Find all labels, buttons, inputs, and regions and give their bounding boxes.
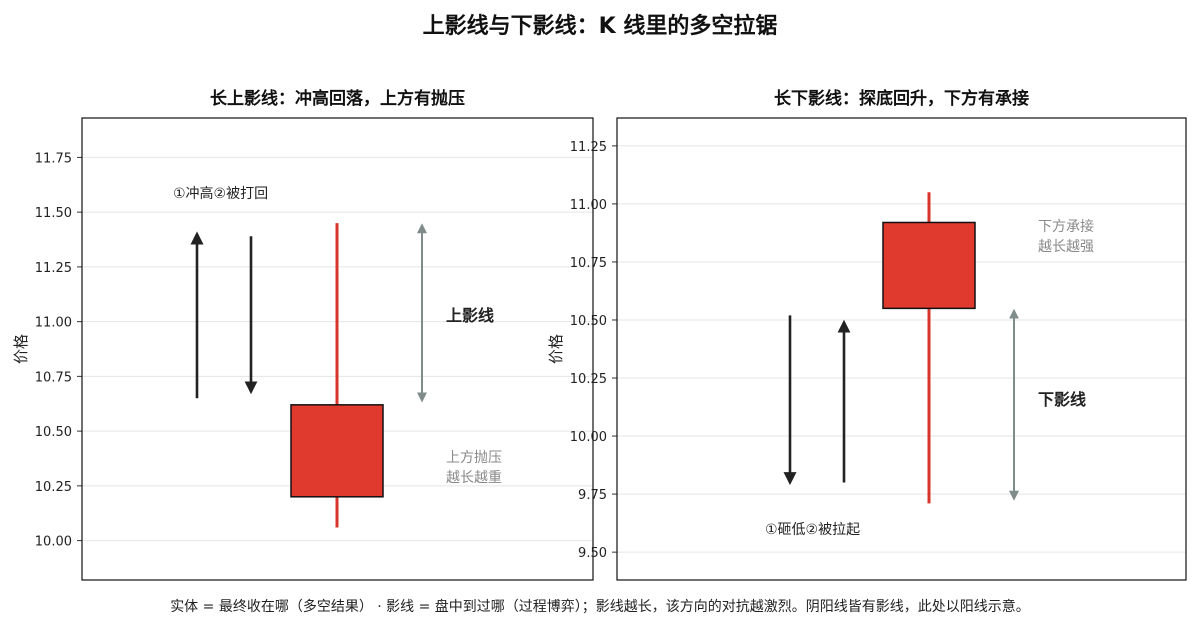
annotation-note: 越长越重	[446, 470, 502, 486]
annotation-note: 上方抛压	[446, 450, 502, 466]
chart-panel-1: 10.00 10.25 10.50 10.75 11.00 11.25 11.50 11.75…	[12, 88, 594, 581]
y-tick-label: 11.25	[35, 261, 72, 276]
y-tick-label: 10.75	[35, 370, 72, 385]
annotation-step: ①砸低②被拉起	[765, 522, 860, 538]
candle-body	[290, 404, 384, 498]
annotation-label: 上影线	[446, 306, 494, 325]
annotation-label: 下影线	[1038, 390, 1086, 409]
y-axis-label: 价格	[12, 334, 30, 364]
y-tick-label: 10.50	[570, 314, 607, 329]
y-tick-label: 11.00	[570, 198, 607, 213]
y-axis-label: 价格	[547, 334, 565, 364]
annotation-note: 越长越强	[1038, 239, 1094, 255]
y-tick-label: 10.25	[35, 480, 72, 495]
plot-frame	[81, 117, 594, 581]
y-tick-label: 10.50	[35, 425, 72, 440]
y-tick-label: 9.75	[578, 488, 607, 503]
y-tick-label: 11.50	[35, 206, 72, 221]
y-tick-label: 10.25	[570, 372, 607, 387]
annotation-step: ①冲高②被打回	[173, 185, 268, 202]
y-tick-label: 11.25	[570, 140, 607, 155]
y-tick-label: 11.00	[35, 316, 72, 331]
chart-panel-2: 9.50 9.75 10.00 10.25 10.50 10.75 11.00 11.25 长下…	[547, 88, 1187, 581]
y-tick-label: 11.75	[35, 151, 72, 166]
y-tick-label: 10.75	[570, 256, 607, 271]
y-tick-label: 10.00	[570, 430, 607, 445]
footer-note: 实体 = 最终收在哪（多空结果） · 影线 = 盘中到过哪（过程博弈）；影线越长…	[170, 598, 1030, 615]
panel-title: 长上影线：冲高回落，上方有抛压	[210, 88, 465, 109]
candle-body	[882, 221, 976, 310]
annotation-note: 下方承接	[1038, 218, 1094, 235]
y-tick-label: 9.50	[578, 546, 607, 561]
figure-title: 上影线与下影线：K 线里的多空拉锯	[423, 13, 778, 39]
plot-frame	[616, 117, 1187, 581]
y-tick-label: 10.00	[35, 535, 72, 550]
panel-title: 长下影线：探底回升，下方有承接	[774, 88, 1029, 109]
